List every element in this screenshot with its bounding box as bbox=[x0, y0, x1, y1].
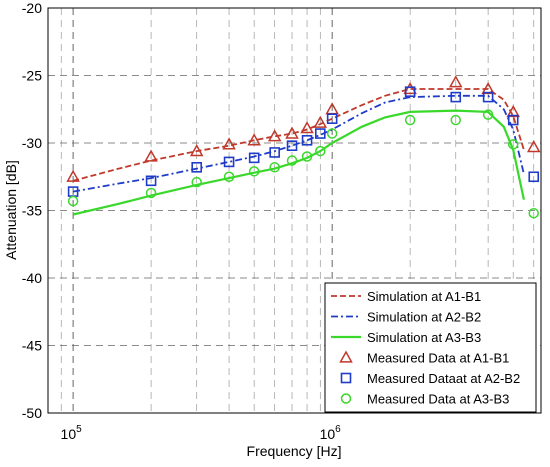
data-point-series-5 bbox=[482, 91, 494, 103]
data-point-series-6 bbox=[450, 114, 462, 126]
data-point-series-5 bbox=[223, 156, 235, 168]
data-point-series-6 bbox=[301, 151, 313, 162]
y-tick-label: -35 bbox=[22, 203, 42, 219]
data-point-series-4 bbox=[313, 115, 328, 128]
data-point-series-4 bbox=[222, 137, 236, 150]
y-tick-label: -40 bbox=[22, 270, 42, 286]
x-tick-label: 106 bbox=[320, 424, 342, 442]
legend-swatch-6 bbox=[340, 393, 352, 404]
data-point-series-5 bbox=[507, 114, 519, 126]
data-point-series-6 bbox=[286, 155, 298, 166]
data-point-series-5 bbox=[286, 140, 298, 151]
plot-frame bbox=[47, 7, 542, 414]
data-point-series-5 bbox=[301, 135, 313, 146]
legend-entry-label: Simulation at A2-B2 bbox=[367, 310, 481, 325]
data-point-series-4 bbox=[66, 169, 80, 182]
y-tick-label: -50 bbox=[22, 405, 42, 421]
x-tick-exponent: 6 bbox=[335, 424, 341, 435]
x-tick-base: 10 bbox=[320, 426, 336, 442]
data-point-series-4 bbox=[526, 140, 541, 153]
data-point-series-5 bbox=[404, 86, 416, 97]
x-tick-exponent: 5 bbox=[76, 424, 82, 435]
data-point-series-6 bbox=[404, 114, 416, 126]
series-line-1 bbox=[72, 88, 525, 182]
data-point-series-6 bbox=[507, 139, 519, 150]
x-tick-label: 105 bbox=[61, 424, 83, 442]
data-point-series-6 bbox=[248, 166, 260, 177]
x-tick-base: 10 bbox=[61, 426, 77, 442]
data-point-series-6 bbox=[528, 207, 539, 219]
data-point-series-6 bbox=[223, 171, 235, 182]
data-point-series-5 bbox=[326, 113, 338, 124]
data-point-series-5 bbox=[269, 147, 280, 158]
data-point-series-5 bbox=[248, 152, 260, 164]
legend-box bbox=[324, 282, 537, 413]
data-point-series-5 bbox=[528, 171, 540, 183]
data-point-series-5 bbox=[191, 162, 203, 173]
series-layer bbox=[66, 75, 541, 219]
data-point-series-6 bbox=[67, 195, 79, 207]
series-line-3 bbox=[72, 109, 525, 216]
legend-entry-label: Simulation at A1-B1 bbox=[367, 289, 481, 304]
y-tick-label: -20 bbox=[22, 0, 42, 16]
legend-entry-label: Measured Data at A1-B1 bbox=[367, 351, 509, 366]
data-point-series-5 bbox=[315, 128, 326, 139]
data-point-series-4 bbox=[448, 75, 463, 88]
data-point-series-6 bbox=[191, 176, 202, 188]
y-tick-label: -25 bbox=[22, 68, 42, 84]
data-point-series-6 bbox=[269, 162, 280, 173]
y-tick-label: -30 bbox=[22, 135, 42, 151]
data-point-series-5 bbox=[145, 175, 157, 187]
legend-entry-label: Measured Dataat at A2-B2 bbox=[367, 371, 520, 386]
data-point-series-5 bbox=[450, 91, 462, 103]
data-point-series-6 bbox=[326, 128, 338, 139]
data-point-series-6 bbox=[482, 109, 494, 120]
data-point-series-4 bbox=[300, 121, 314, 134]
data-point-series-4 bbox=[403, 81, 417, 95]
data-point-series-4 bbox=[267, 129, 282, 142]
data-point-series-4 bbox=[285, 126, 299, 139]
x-axis-label: Frequency [Hz] bbox=[247, 443, 342, 459]
legend-swatch-4 bbox=[339, 350, 353, 363]
data-point-series-4 bbox=[481, 81, 495, 95]
data-point-series-4 bbox=[189, 144, 204, 157]
series-line-2 bbox=[72, 94, 525, 193]
data-point-series-6 bbox=[315, 145, 326, 157]
y-axis-label: Attenuation [dB] bbox=[3, 160, 19, 260]
legend-entry-label: Measured Data at A3-B3 bbox=[367, 392, 509, 407]
data-point-series-4 bbox=[247, 133, 261, 146]
y-tick-label: -45 bbox=[22, 338, 42, 354]
data-point-series-6 bbox=[145, 187, 157, 199]
legend-swatch-5 bbox=[340, 372, 352, 384]
data-point-series-4 bbox=[144, 149, 158, 162]
legend: Simulation at A1-B1 Simulation at A2-B2 Si… bbox=[324, 282, 537, 413]
legend-entry-label: Simulation at A3-B3 bbox=[367, 330, 481, 345]
